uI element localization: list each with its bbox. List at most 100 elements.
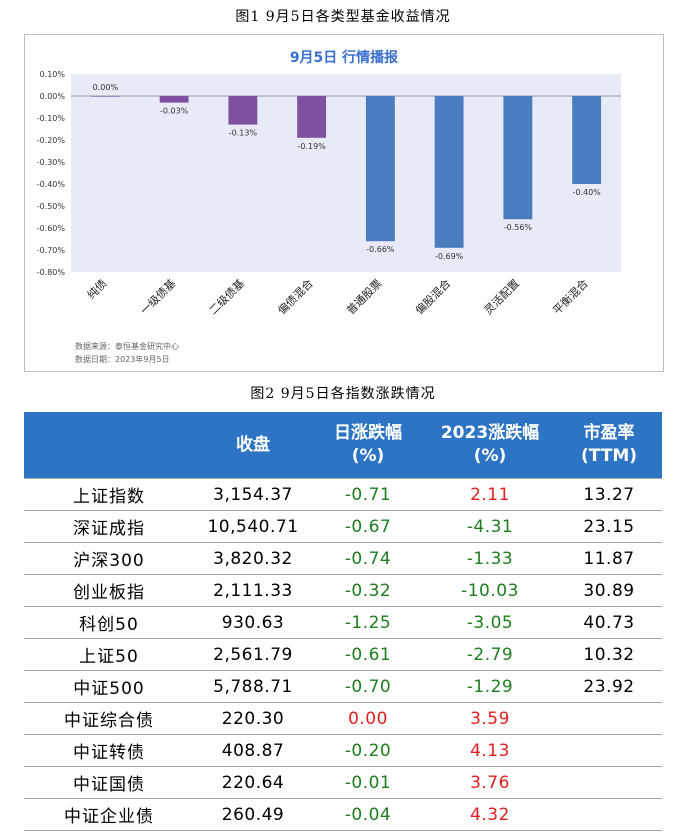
table-row: 上证50 2,561.79 -0.61 -2.79 10.32 [24, 638, 662, 671]
bar [90, 96, 120, 97]
y-tick-label: -0.50% [37, 202, 66, 211]
plot-area [71, 74, 621, 272]
data-label: -0.69% [435, 252, 464, 261]
day-change-cell: -0.01 [312, 766, 424, 799]
category-label: 二级债基 [206, 276, 247, 317]
data-label: -0.40% [572, 188, 601, 197]
header-cell: 收盘 [194, 412, 312, 479]
day-change-cell: -0.32 [312, 574, 424, 607]
category-label: 普通股票 [343, 276, 384, 317]
y-tick-label: -0.10% [37, 114, 66, 123]
category-label: 一级债基 [137, 276, 178, 317]
pe-ttm-cell [556, 798, 662, 831]
close-cell: 2,561.79 [194, 638, 312, 671]
table-row: 中证国债 220.64 -0.01 3.76 [24, 766, 662, 799]
data-label: -0.66% [366, 245, 395, 254]
pe-ttm-cell: 11.87 [556, 542, 662, 575]
index-name-cell: 中证转债 [24, 734, 194, 767]
bar [159, 96, 189, 103]
day-change-cell: -1.25 [312, 606, 424, 639]
pe-ttm-cell: 40.73 [556, 606, 662, 639]
header-cell [24, 412, 194, 479]
bar [365, 96, 395, 242]
data-label: -0.19% [297, 142, 326, 151]
index-table-container: 收盘 日涨跌幅 (%) 2023涨跌幅 (%) 市盈率 (TTM) 上证指数 3,154.37… [24, 412, 662, 831]
close-cell: 2,111.33 [194, 574, 312, 607]
bar [572, 96, 602, 184]
data-label: -0.03% [160, 107, 189, 116]
y-tick-label: -0.30% [37, 158, 66, 167]
table-row: 中证综合债 220.30 0.00 3.59 [24, 702, 662, 735]
table-row: 深证成指 10,540.71 -0.67 -4.31 23.15 [24, 510, 662, 543]
table-row: 创业板指 2,111.33 -0.32 -10.03 30.89 [24, 574, 662, 607]
table-row: 中证500 5,788.71 -0.70 -1.29 23.92 [24, 670, 662, 703]
bar-chart-svg: 9月5日 行情播报 0.10% 0.00% -0.10% -0.20% -0.30% -0.… [37, 49, 621, 317]
index-name-cell: 中证500 [24, 670, 194, 703]
index-name-cell: 中证综合债 [24, 702, 194, 735]
index-performance-table: 收盘 日涨跌幅 (%) 2023涨跌幅 (%) 市盈率 (TTM) 上证指数 3,154.37… [24, 412, 662, 831]
close-cell: 5,788.71 [194, 670, 312, 703]
index-name-cell: 上证指数 [24, 478, 194, 511]
header-cell: 日涨跌幅 (%) [312, 412, 424, 479]
ytd-change-cell: 4.13 [424, 734, 556, 767]
data-date-note: 数据日期：2023年9月5日 [75, 355, 170, 364]
index-name-cell: 深证成指 [24, 510, 194, 543]
data-label: 0.00% [93, 83, 119, 92]
index-name-cell: 中证国债 [24, 766, 194, 799]
header-cell: 市盈率 (TTM) [556, 412, 662, 479]
index-name-cell: 沪深300 [24, 542, 194, 575]
data-source-note: 数据来源：泰恒基金研究中心 [75, 342, 179, 351]
pe-ttm-cell: 10.32 [556, 638, 662, 671]
ytd-change-cell: 3.59 [424, 702, 556, 735]
figure-1-caption: 图1 9月5日各类型基金收益情况 [235, 9, 451, 25]
figure-2-caption: 图2 9月5日各指数涨跌情况 [250, 386, 436, 402]
day-change-cell: -0.71 [312, 478, 424, 511]
table-row: 中证企业债 260.49 -0.04 4.32 [24, 798, 662, 831]
day-change-cell: 0.00 [312, 702, 424, 735]
ytd-change-cell: 2.11 [424, 478, 556, 511]
day-change-cell: -0.20 [312, 734, 424, 767]
ytd-change-cell: -10.03 [424, 574, 556, 607]
pe-ttm-cell: 13.27 [556, 478, 662, 511]
day-change-cell: -0.04 [312, 798, 424, 831]
fund-returns-chart: 9月5日 行情播报 0.10% 0.00% -0.10% -0.20% -0.30% -0.… [24, 34, 664, 372]
y-tick-label: 0.00% [40, 92, 66, 101]
index-name-cell: 创业板指 [24, 574, 194, 607]
close-cell: 3,154.37 [194, 478, 312, 511]
y-tick-label: -0.70% [37, 246, 66, 255]
pe-ttm-cell [556, 734, 662, 767]
day-change-cell: -0.61 [312, 638, 424, 671]
pe-ttm-cell: 23.92 [556, 670, 662, 703]
close-cell: 220.30 [194, 702, 312, 735]
ytd-change-cell: -4.31 [424, 510, 556, 543]
table-row: 中证转债 408.87 -0.20 4.13 [24, 734, 662, 767]
index-name-cell: 上证50 [24, 638, 194, 671]
close-cell: 10,540.71 [194, 510, 312, 543]
y-tick-label: 0.10% [40, 70, 66, 79]
index-name-cell: 中证企业债 [24, 798, 194, 831]
day-change-cell: -0.70 [312, 670, 424, 703]
ytd-change-cell: -1.29 [424, 670, 556, 703]
bar [434, 96, 464, 248]
close-cell: 930.63 [194, 606, 312, 639]
ytd-change-cell: -1.33 [424, 542, 556, 575]
close-cell: 220.64 [194, 766, 312, 799]
data-label: -0.56% [504, 223, 533, 232]
category-label: 偏债混合 [275, 276, 316, 317]
pe-ttm-cell: 30.89 [556, 574, 662, 607]
bar [228, 96, 258, 125]
close-cell: 408.87 [194, 734, 312, 767]
close-cell: 3,820.32 [194, 542, 312, 575]
chart-title: 9月5日 行情播报 [290, 49, 398, 66]
table-row: 科创50 930.63 -1.25 -3.05 40.73 [24, 606, 662, 639]
day-change-cell: -0.74 [312, 542, 424, 575]
ytd-change-cell: 3.76 [424, 766, 556, 799]
pe-ttm-cell [556, 766, 662, 799]
ytd-change-cell: 4.32 [424, 798, 556, 831]
bar [297, 96, 327, 138]
index-name-cell: 科创50 [24, 606, 194, 639]
table-header-row: 收盘 日涨跌幅 (%) 2023涨跌幅 (%) 市盈率 (TTM) [24, 412, 662, 479]
ytd-change-cell: -2.79 [424, 638, 556, 671]
y-tick-label: -0.20% [37, 136, 66, 145]
table-row: 上证指数 3,154.37 -0.71 2.11 13.27 [24, 478, 662, 511]
